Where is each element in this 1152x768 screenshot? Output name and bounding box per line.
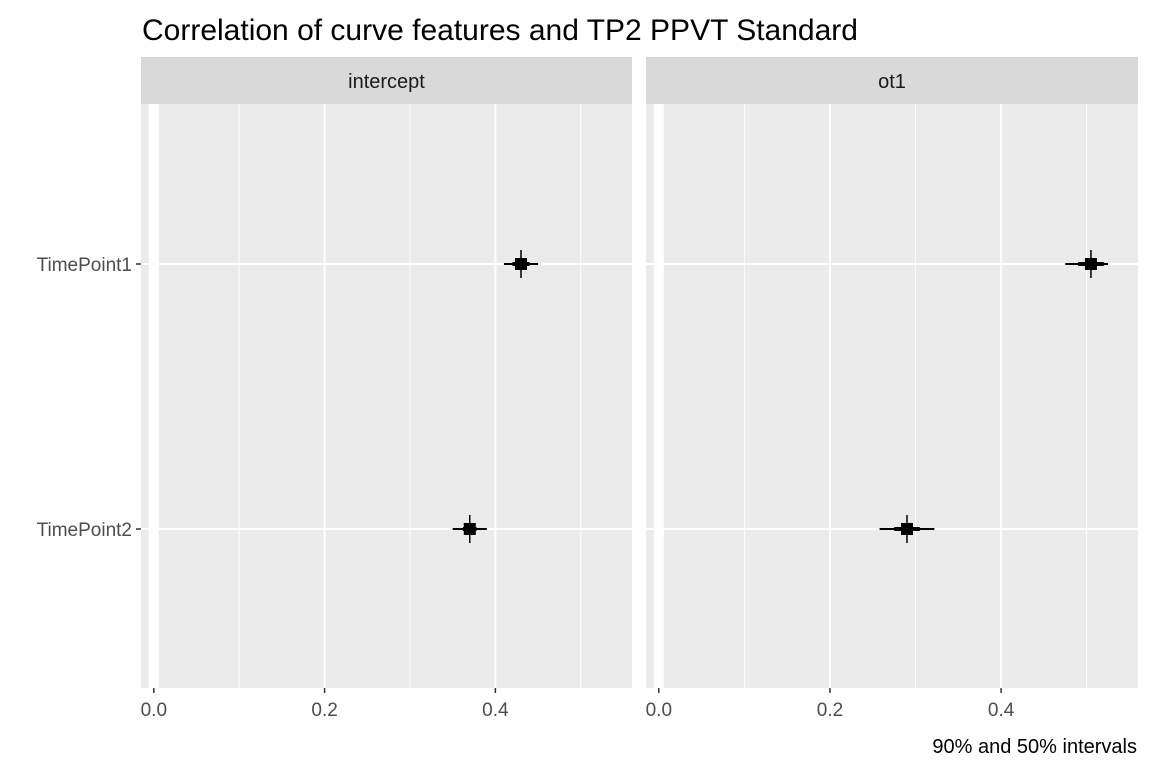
chart-title: Correlation of curve features and TP2 PP… <box>142 14 858 47</box>
interval-ot1-TimePoint2 <box>879 515 935 543</box>
median-point-intercept-TimePoint1 <box>514 258 527 270</box>
chart-caption: 90% and 50% intervals <box>932 736 1137 758</box>
x-tick-label-intercept-0: 0.0 <box>141 700 167 721</box>
x-tick-label-ot1-1: 0.2 <box>817 700 843 721</box>
panel-background-intercept <box>141 104 632 688</box>
median-point-intercept-TimePoint2 <box>463 523 476 535</box>
median-point-ot1-TimePoint1 <box>1084 258 1097 270</box>
x-tick-label-ot1-0: 0.0 <box>646 700 672 721</box>
median-point-ot1-TimePoint2 <box>900 523 913 535</box>
panel-intercept: intercept 0.0 0.2 0.4 <box>141 57 632 721</box>
facet-panels: intercept 0.0 0.2 0.4 ot1 0.0 0.2 0.4 <box>141 57 1138 721</box>
x-tick-label-ot1-2: 0.4 <box>988 700 1015 721</box>
panel-background-ot1 <box>646 104 1138 688</box>
strip-label-intercept: intercept <box>348 71 425 93</box>
panel-ot1: ot1 0.0 0.2 0.4 <box>646 57 1138 721</box>
x-tick-label-intercept-2: 0.4 <box>482 700 509 721</box>
y-tick-label-TimePoint1: TimePoint1 <box>37 255 132 276</box>
interval-intercept-TimePoint1 <box>503 250 539 278</box>
y-tick-label-TimePoint2: TimePoint2 <box>37 520 132 541</box>
strip-intercept <box>141 57 632 104</box>
x-tick-label-intercept-1: 0.2 <box>311 700 337 721</box>
interval-ot1-TimePoint1 <box>1065 250 1109 278</box>
strip-ot1 <box>646 57 1138 104</box>
strip-label-ot1: ot1 <box>878 71 906 93</box>
y-axis: TimePoint1 TimePoint2 <box>37 255 141 541</box>
interval-intercept-TimePoint2 <box>452 515 487 543</box>
